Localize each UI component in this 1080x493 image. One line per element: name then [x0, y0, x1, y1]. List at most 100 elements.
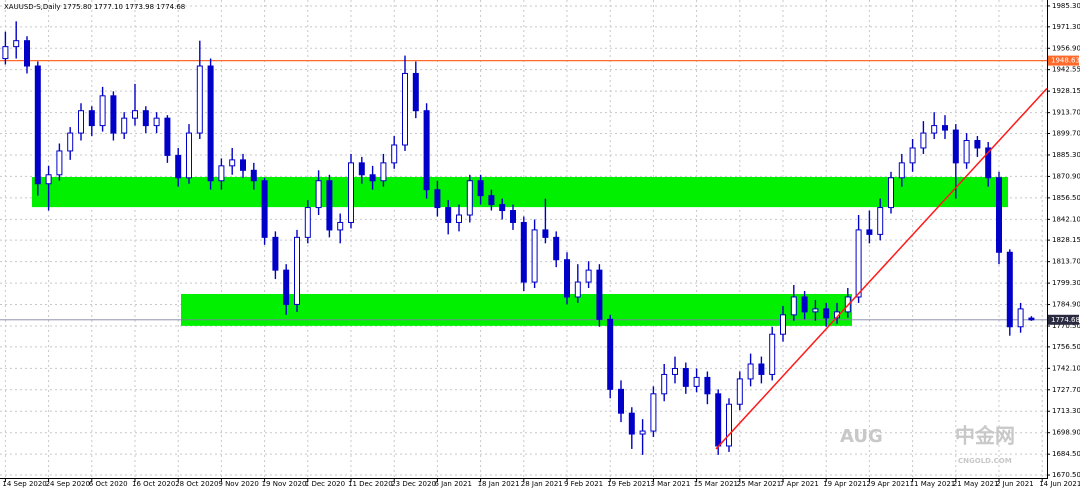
candle-body	[499, 204, 506, 212]
y-tick-label: 1799.30	[1052, 279, 1080, 287]
candle-body	[898, 162, 905, 179]
candle-body	[380, 162, 387, 182]
x-tick-label: 29 Apr 2021	[866, 480, 909, 488]
candle-body	[423, 110, 430, 191]
last-price-label: 1774.68	[1051, 316, 1080, 324]
candle-body	[510, 210, 516, 223]
candle-body	[704, 376, 711, 395]
y-tick-label: 1956.90	[1052, 44, 1080, 52]
x-tick-label: 11 Dec 2020	[348, 480, 393, 488]
x-tick-label: 25 Mar 2021	[737, 480, 781, 488]
candle-body	[996, 177, 1002, 253]
x-tick-label: 2 Jun 2021	[996, 480, 1034, 488]
candle-body	[758, 363, 765, 375]
candle-body	[391, 144, 398, 164]
support-zone	[181, 293, 852, 326]
x-tick-label: 28 Jan 2021	[521, 480, 563, 488]
candle-body	[564, 259, 570, 298]
candle-body	[45, 174, 52, 185]
x-tick-label: 6 Oct 2020	[89, 480, 128, 488]
candle-body	[866, 229, 873, 235]
trend-line	[715, 87, 1048, 450]
y-tick-label: 1856.50	[1052, 194, 1080, 202]
x-tick-label: 15 Mar 2021	[694, 480, 738, 488]
candle-body	[488, 195, 495, 206]
candle-body	[585, 269, 592, 283]
candle-body	[186, 132, 192, 179]
y-tick-label: 1870.90	[1052, 172, 1080, 180]
candle-body	[218, 165, 225, 182]
candle-body	[477, 180, 484, 197]
y-tick-label: 1784.90	[1052, 301, 1080, 309]
candle-body	[434, 189, 441, 209]
candle-body	[920, 132, 927, 149]
y-tick-label: 1842.10	[1052, 215, 1080, 223]
candle-body	[358, 162, 365, 176]
candle-body	[369, 174, 376, 182]
x-tick-label: 18 Jan 2021	[478, 480, 520, 488]
y-tick-label: 1985.30	[1052, 2, 1080, 10]
last-price-label-box	[1048, 314, 1079, 325]
candle-body	[196, 65, 203, 134]
x-tick-label: 3 Mar 2021	[650, 480, 690, 488]
candle-body	[639, 430, 646, 435]
candle-body	[974, 140, 981, 149]
watermark: CNGOLD.COM	[958, 457, 1012, 465]
x-tick-label: 9 Feb 2021	[564, 480, 603, 488]
candle-body	[13, 40, 20, 48]
y-tick-label: 1971.30	[1052, 23, 1080, 31]
candle-body	[985, 147, 992, 179]
y-tick-label: 1828.15	[1052, 236, 1080, 244]
candle-body	[736, 378, 743, 405]
candle-body	[1006, 251, 1013, 328]
candle-body	[607, 318, 614, 390]
candle-body	[780, 314, 786, 335]
y-tick-label: 1942.55	[1052, 66, 1080, 74]
candle-body	[672, 367, 678, 375]
candle-body	[1017, 308, 1024, 328]
candle-body	[520, 221, 527, 283]
watermark: AUG	[840, 426, 883, 447]
candle-body	[283, 269, 290, 305]
y-tick-label: 1899.70	[1052, 130, 1080, 138]
candle-body	[67, 132, 74, 152]
candle-body	[574, 281, 581, 298]
watermark: 中金网	[955, 424, 1015, 448]
candle-body	[78, 110, 84, 134]
candle-body	[715, 393, 722, 447]
chart-title: XAUUSD-S,Daily 1775.80 1777.10 1773.98 1…	[4, 3, 185, 11]
candle-body	[153, 117, 160, 127]
candle-body	[315, 180, 322, 209]
y-tick-label: 1813.70	[1052, 258, 1080, 266]
candle-body	[553, 236, 560, 261]
candle-body	[942, 125, 948, 131]
candle-body	[175, 154, 182, 179]
x-tick-label: 21 May 2021	[953, 480, 999, 488]
candle-body	[56, 150, 63, 176]
candle-body	[142, 110, 149, 127]
candle-body	[531, 229, 538, 283]
y-tick-label: 1742.10	[1052, 364, 1080, 372]
x-tick-label: 9 Nov 2020	[218, 480, 258, 488]
candle-body	[877, 207, 884, 235]
y-tick-label: 1770.50	[1052, 322, 1080, 330]
candle-body	[250, 169, 257, 182]
candle-body	[952, 129, 959, 164]
candle-body	[229, 159, 236, 167]
x-tick-label: 19 Nov 2020	[262, 480, 307, 488]
y-tick-label: 1756.50	[1052, 343, 1080, 351]
y-tick-label: 1713.30	[1052, 407, 1080, 415]
candle-body	[34, 65, 41, 185]
candle-body	[466, 180, 473, 216]
candle-body	[207, 65, 214, 182]
x-tick-label: 28 Oct 2020	[175, 480, 218, 488]
candle-body	[769, 333, 776, 375]
candle-body	[261, 180, 268, 238]
candle-body	[99, 95, 106, 127]
candle-body	[855, 229, 862, 298]
candle-body	[596, 269, 603, 320]
x-tick-label: 7 Apr 2021	[780, 480, 819, 488]
y-tick-label: 1684.50	[1052, 450, 1080, 458]
x-tick-label: 14 Sep 2020	[2, 480, 46, 488]
candle-body	[110, 95, 117, 134]
